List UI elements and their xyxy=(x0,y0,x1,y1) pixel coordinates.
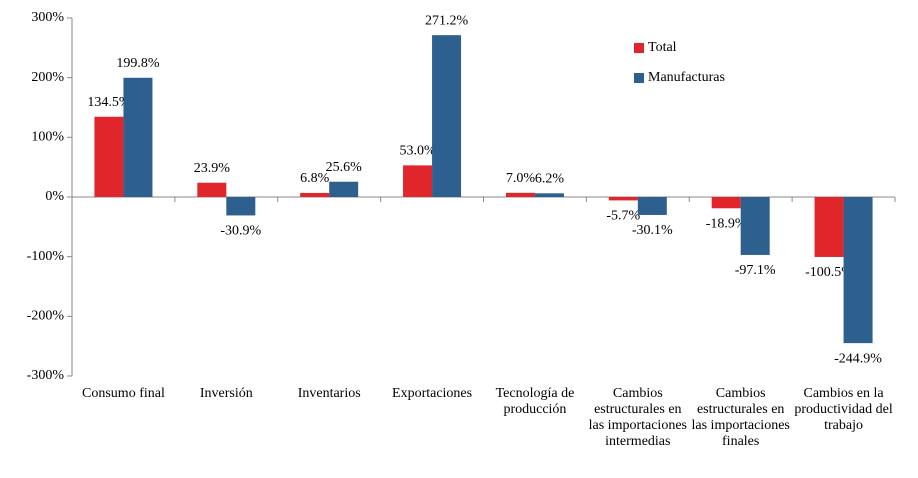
legend-swatch xyxy=(634,73,644,83)
bar xyxy=(197,182,227,197)
x-tick-label: Exportaciones xyxy=(392,386,473,401)
data-label: 25.6% xyxy=(326,160,363,175)
data-label: -100.5% xyxy=(805,265,853,280)
legend-swatch xyxy=(634,43,644,53)
bar xyxy=(123,77,153,197)
data-label: -244.9% xyxy=(834,351,882,366)
x-tick-label: Cambios en la productividad del trabajo xyxy=(794,386,893,433)
x-tick-label: Consumo final xyxy=(82,386,165,401)
bar xyxy=(432,35,462,198)
bar xyxy=(637,197,667,215)
data-label: -30.9% xyxy=(220,224,261,239)
legend-label: Total xyxy=(648,40,677,55)
y-tick-label: -300% xyxy=(27,368,65,383)
bar xyxy=(94,116,124,197)
data-label: 53.0% xyxy=(399,144,436,159)
y-tick-label: 100% xyxy=(31,130,64,145)
bar xyxy=(329,181,359,197)
data-label: -18.9% xyxy=(706,216,747,231)
data-label: 271.2% xyxy=(425,13,469,28)
bar xyxy=(226,197,256,216)
x-tick-label: Inversión xyxy=(199,386,253,401)
data-label: 6.2% xyxy=(535,172,565,187)
data-label: 23.9% xyxy=(194,161,231,176)
data-label: -97.1% xyxy=(735,263,776,278)
bar xyxy=(608,197,638,201)
x-tick-label: Inventarios xyxy=(297,386,361,401)
y-tick-label: 300% xyxy=(31,10,64,25)
bar xyxy=(740,197,770,255)
y-tick-label: 0% xyxy=(45,189,64,204)
data-label: 7.0% xyxy=(506,171,536,186)
x-tick-label: Cambios estructurales en las importacion… xyxy=(588,386,687,449)
bar xyxy=(300,192,330,197)
bar xyxy=(711,197,741,209)
bar xyxy=(403,165,433,197)
bar xyxy=(843,197,873,344)
legend-label: Manufacturas xyxy=(648,70,725,85)
bar xyxy=(505,192,535,197)
x-tick-label: Tecnología de producción xyxy=(495,386,575,417)
y-tick-label: 200% xyxy=(31,70,64,85)
y-tick-label: -100% xyxy=(27,249,65,264)
data-label: -30.1% xyxy=(632,223,673,238)
data-label: 6.8% xyxy=(300,171,330,186)
data-label: 199.8% xyxy=(116,56,160,71)
x-tick-label: Cambios estructurales en las importacion… xyxy=(691,386,790,449)
bar xyxy=(534,193,564,197)
data-label: -5.7% xyxy=(606,209,640,224)
bar xyxy=(814,197,844,257)
data-label: 134.5% xyxy=(87,95,131,110)
y-tick-label: -200% xyxy=(27,309,65,324)
